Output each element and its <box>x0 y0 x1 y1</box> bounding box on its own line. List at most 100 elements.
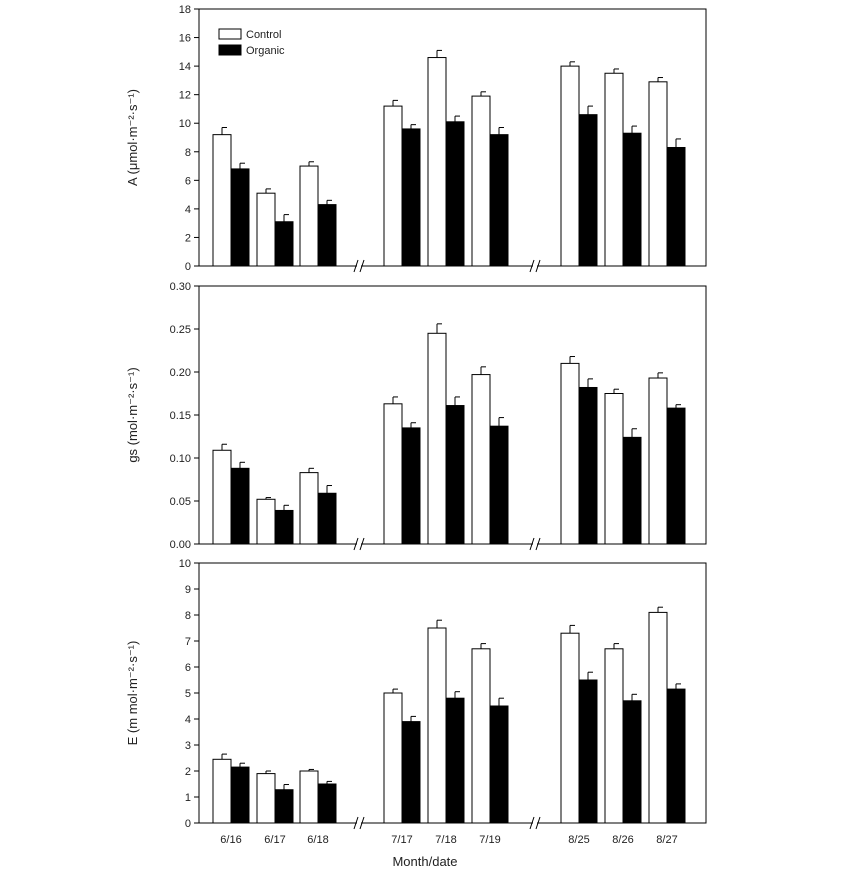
axis-break-mark <box>353 816 359 830</box>
x-tick-label: 6/16 <box>220 834 241 846</box>
y-tick-label: 10 <box>179 558 191 570</box>
bar-organic-8-26 <box>622 436 642 545</box>
bar-organic-8-25 <box>578 679 598 824</box>
bar-organic-7-18 <box>445 121 465 267</box>
bar-control-8-26 <box>604 648 624 824</box>
bar-control-6-17 <box>256 773 276 824</box>
bar-organic-6-18 <box>317 204 337 267</box>
x-tick-label: 8/26 <box>612 834 633 846</box>
legend-label-organic: Organic <box>246 45 285 57</box>
axis-break-mark <box>353 537 359 551</box>
bar-organic-6-17 <box>274 221 294 267</box>
y-tick-label: 18 <box>179 4 191 16</box>
legend-label-control: Control <box>246 29 281 41</box>
bar-control-7-17 <box>383 105 403 267</box>
x-tick-label: 7/18 <box>435 834 456 846</box>
legend-swatch-organic <box>218 44 242 56</box>
y-tick-label: 2 <box>185 232 191 244</box>
bar-organic-7-17 <box>401 427 421 545</box>
axis-break-gap <box>357 538 361 550</box>
y-tick-label: 0 <box>185 261 191 273</box>
panel-e: 0 1 2 3 4 5 6 7 8 9 10 E (m mol·m⁻²·s⁻¹) 6/16 6/17 6/1… <box>125 558 707 846</box>
bar-control-7-19 <box>471 374 491 545</box>
y-tick-label: 3 <box>185 740 191 752</box>
bar-control-8-25 <box>560 65 580 267</box>
bar-control-8-25 <box>560 362 580 545</box>
bar-control-6-18 <box>299 165 319 267</box>
bar-organic-8-26 <box>622 700 642 824</box>
panel-a: 0 2 4 6 8 10 12 14 16 18 A (μmol·m⁻²·s⁻¹) <box>125 4 707 273</box>
bar-control-8-27 <box>648 81 668 267</box>
bar-organic-6-16 <box>230 766 250 824</box>
bar-control-7-17 <box>383 692 403 824</box>
bar-organic-8-27 <box>666 146 686 267</box>
bar-organic-8-26 <box>622 132 642 267</box>
bar-organic-8-27 <box>666 688 686 824</box>
bar-control-6-16 <box>212 449 232 545</box>
bar-control-7-18 <box>427 627 447 824</box>
bar-organic-6-17 <box>274 509 294 545</box>
bar-organic-6-18 <box>317 783 337 824</box>
axis-break-mark <box>535 537 541 551</box>
x-tick-label: 6/18 <box>307 834 328 846</box>
y-tick-label: 0.30 <box>170 281 191 293</box>
y-tick-label: 0.20 <box>170 367 191 379</box>
x-axis-title: Month/date <box>392 854 457 869</box>
axis-break-mark <box>535 259 541 273</box>
y-tick-label: 0.15 <box>170 410 191 422</box>
bar-organic-7-19 <box>489 705 509 824</box>
y-axis-title: gs (mol·m⁻²·s⁻¹) <box>125 367 140 462</box>
x-tick-label: 8/25 <box>568 834 589 846</box>
y-tick-label: 12 <box>179 90 191 102</box>
y-tick-label: 7 <box>185 636 191 648</box>
bar-organic-7-18 <box>445 405 465 545</box>
x-tick-label: 6/17 <box>264 834 285 846</box>
bar-control-7-18 <box>427 332 447 545</box>
axis-break-mark <box>529 259 535 273</box>
axis-break-mark <box>529 816 535 830</box>
bar-control-6-18 <box>299 472 319 545</box>
bar-control-6-17 <box>256 192 276 267</box>
bar-organic-7-18 <box>445 697 465 824</box>
axis-break-mark <box>529 537 535 551</box>
bar-organic-7-17 <box>401 721 421 824</box>
bar-control-6-16 <box>212 134 232 267</box>
bar-control-8-27 <box>648 377 668 545</box>
x-tick-label: 7/19 <box>479 834 500 846</box>
bar-organic-7-19 <box>489 425 509 545</box>
y-tick-label: 9 <box>185 584 191 596</box>
bar-control-8-25 <box>560 632 580 824</box>
bar-organic-6-18 <box>317 492 337 545</box>
y-tick-label: 8 <box>185 610 191 622</box>
bar-organic-7-17 <box>401 128 421 267</box>
axis-break-mark <box>353 259 359 273</box>
bar-control-8-26 <box>604 393 624 545</box>
bar-organic-6-16 <box>230 168 250 267</box>
axis-break-mark <box>359 816 365 830</box>
y-tick-label: 1 <box>185 792 191 804</box>
bar-control-7-18 <box>427 57 447 267</box>
bar-control-7-17 <box>383 403 403 545</box>
axis-break-gap <box>357 260 361 272</box>
axis-break-gap <box>533 538 537 550</box>
y-tick-label: 8 <box>185 147 191 159</box>
bar-control-8-27 <box>648 611 668 824</box>
y-tick-label: 4 <box>185 714 191 726</box>
x-tick-label: 8/27 <box>656 834 677 846</box>
panel-gs: 0.00 0.05 0.10 0.15 0.20 0.25 0.30 gs (mol·m⁻²·… <box>125 281 707 551</box>
y-tick-label: 14 <box>179 61 191 73</box>
axis-break-mark <box>359 537 365 551</box>
axis-break-gap <box>357 817 361 829</box>
y-tick-label: 0.05 <box>170 496 191 508</box>
axis-break-gap <box>533 817 537 829</box>
y-tick-label: 6 <box>185 175 191 187</box>
bar-control-7-19 <box>471 648 491 824</box>
axis-break-mark <box>535 816 541 830</box>
y-tick-label: 5 <box>185 688 191 700</box>
x-tick-label: 7/17 <box>391 834 412 846</box>
bar-organic-8-25 <box>578 386 598 545</box>
legend-swatch-control <box>218 28 242 40</box>
y-axis-title: E (m mol·m⁻²·s⁻¹) <box>125 641 140 746</box>
